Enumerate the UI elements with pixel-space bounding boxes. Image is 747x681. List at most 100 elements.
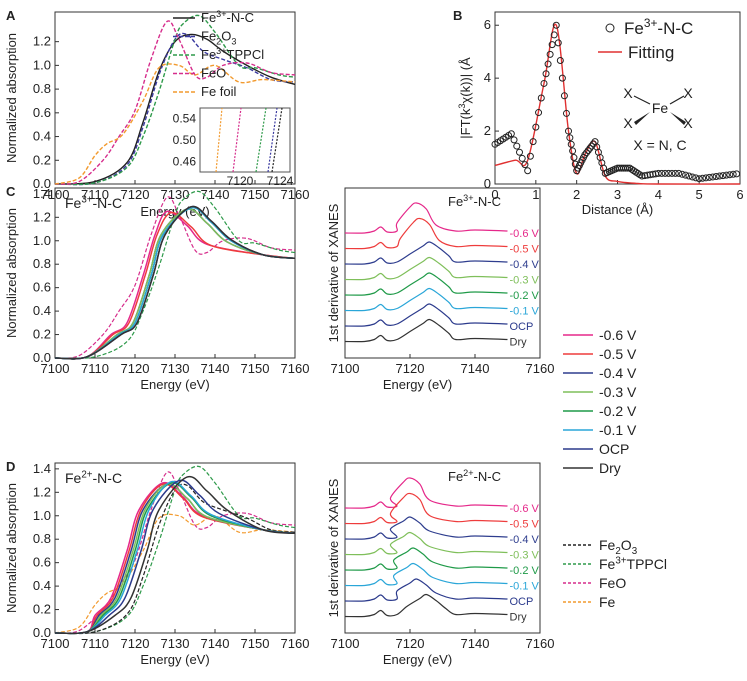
- derivative-line: [344, 318, 508, 343]
- legend-text-part: Fe: [65, 195, 82, 211]
- data-point: [624, 164, 632, 172]
- y-tick-label: 1.0: [33, 57, 51, 72]
- x-tick-label: 1: [532, 187, 539, 202]
- legend-text-part: Fe: [599, 537, 616, 553]
- y-tick-label: 4: [484, 70, 491, 85]
- y-tick-label: 0.6: [33, 105, 51, 120]
- y-tick-label: 0.2: [33, 602, 51, 617]
- legend-entry: -0.1 V: [599, 422, 637, 438]
- panel-label-b: B: [453, 8, 462, 23]
- y-tick-label: 0.8: [33, 531, 51, 546]
- data-point: [560, 92, 568, 100]
- ligand-x-label: X: [623, 85, 633, 101]
- derivative-line: [344, 287, 508, 312]
- panel-d-axes: 7100 7110 7120 7130 7140 7150 7160 0.0 0.2 0.4 0.6…: [4, 461, 309, 667]
- x-axis-label: Energy (eV): [140, 652, 209, 667]
- data-point: [726, 171, 734, 179]
- series-label: -0.2 V: [510, 565, 540, 577]
- legend-text-part: 3+: [644, 16, 658, 30]
- x-tick-label: 7110: [81, 636, 109, 651]
- legend-text-part: 3+: [216, 9, 226, 19]
- derivative-line: [344, 272, 508, 296]
- series-line: [54, 205, 296, 360]
- derivative-line: [344, 516, 508, 540]
- series-line: [54, 206, 296, 360]
- data-point: [733, 170, 741, 178]
- inset-y-tick-label: 0.50: [173, 133, 197, 147]
- data-point: [654, 169, 662, 177]
- y-tick-label: 1.4: [33, 186, 51, 201]
- series-line: [54, 210, 296, 360]
- reference-line: [54, 196, 296, 359]
- data-point: [516, 148, 523, 156]
- series-line: [54, 479, 296, 635]
- plot-frame: [344, 187, 541, 359]
- series-label: Dry: [510, 612, 528, 624]
- legend-entry: Fe foil: [201, 84, 237, 99]
- data-point: [682, 171, 690, 179]
- legend-entry: Fe3+-N-C: [201, 9, 254, 25]
- y-tick-label: 1.4: [33, 461, 51, 476]
- series-line: [54, 483, 296, 635]
- derivative-line: [344, 241, 508, 265]
- data-point: [671, 169, 679, 177]
- series-line: [54, 480, 296, 635]
- series-line-2: [54, 14, 296, 186]
- data-point: [636, 171, 644, 179]
- x-tick-label: 7120: [121, 187, 150, 202]
- y-tick-label: 0.0: [33, 176, 51, 191]
- data-point: [521, 161, 529, 169]
- inset-line: [255, 107, 267, 173]
- x-tick-label: 7130: [161, 187, 190, 202]
- data-point: [569, 147, 577, 155]
- y-axis-label: Normalized absorption: [4, 483, 19, 613]
- data-point: [712, 173, 720, 181]
- x-tick-label: 7140: [461, 361, 490, 376]
- x-tick-label: 7100: [331, 636, 360, 651]
- panel-d-deriv-axes: 7100 7120 7140 7160 Energy (eV) 1st derivativ…: [326, 462, 554, 667]
- legend-text-part: Fe: [448, 469, 463, 484]
- legend-text-part: -N-C: [93, 195, 123, 211]
- data-point: [722, 171, 730, 179]
- derivative-line: [344, 593, 508, 618]
- data-point: [518, 154, 526, 162]
- legend-entry: -0.3 V: [599, 384, 637, 400]
- y-tick-label: 0.0: [33, 350, 51, 365]
- data-point: [583, 149, 591, 157]
- legend-entry: OCP: [599, 441, 629, 457]
- legend-text-part: 2: [216, 36, 221, 46]
- legend-entry: -0.5 V: [599, 346, 637, 362]
- data-point: [695, 175, 703, 183]
- panel-title: Fe3+-N-C: [448, 193, 501, 209]
- series-line: [54, 208, 296, 360]
- data-point: [668, 169, 676, 177]
- x-tick-label: 7120: [396, 636, 425, 651]
- legend-text-part: -N-C: [474, 194, 501, 209]
- x-tick-label: 7140: [201, 361, 230, 376]
- legend-text-part: χ(k))| (Å: [458, 57, 473, 104]
- y-tick-label: 6: [484, 17, 491, 32]
- legend-text-part: FeO: [599, 575, 626, 591]
- legend-text-part: 3+: [81, 194, 92, 205]
- legend-text-part: TPPCl: [227, 47, 265, 62]
- derivative-line: [344, 217, 508, 250]
- fit-line: [494, 23, 741, 185]
- series-line: [54, 206, 296, 360]
- data-point: [507, 130, 515, 138]
- panel-title: Fe3+-N-C: [65, 194, 122, 211]
- data-point: [705, 173, 713, 181]
- legend-text-part: Fe foil: [201, 84, 237, 99]
- series-label: -0.6 V: [510, 503, 540, 515]
- panel-c-axes: 7100 7110 7120 7130 7140 7150 7160 0.0 0.2 0.4 0.6…: [4, 186, 309, 392]
- y-tick-label: 1.0: [33, 508, 51, 523]
- reference-line: [54, 465, 296, 634]
- inset-line: [271, 107, 283, 173]
- data-point: [692, 174, 700, 182]
- data-point: [544, 60, 552, 68]
- legend-text-part: O: [621, 537, 632, 553]
- reference-line: [54, 471, 296, 634]
- legend-text-part: -N-C: [657, 19, 693, 38]
- legend-entry: -0.6 V: [599, 327, 637, 343]
